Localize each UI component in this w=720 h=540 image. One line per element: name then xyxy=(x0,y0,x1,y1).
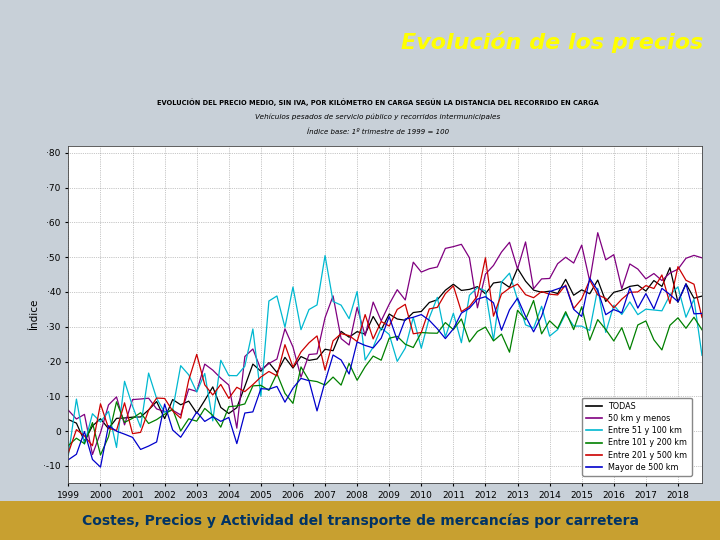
TODAS xyxy=(353,328,361,335)
Entre 101 y 200 km xyxy=(642,318,650,324)
Entre 101 y 200 km xyxy=(457,316,466,322)
Mayor de 500 km xyxy=(457,310,466,316)
Text: Evolución de los precios: Evolución de los precios xyxy=(401,32,703,53)
Line: TODAS: TODAS xyxy=(68,268,702,441)
Entre 201 y 500 km xyxy=(345,332,354,339)
Text: Vehículos pesados de servicio público y recorridos intermunicipales: Vehículos pesados de servicio público y … xyxy=(256,114,500,120)
Entre 51 y 100 km xyxy=(449,310,458,316)
50 km y menos xyxy=(353,304,361,310)
Mayor de 500 km xyxy=(585,275,594,281)
Entre 51 y 100 km xyxy=(320,252,329,259)
Line: Entre 101 y 200 km: Entre 101 y 200 km xyxy=(68,300,702,455)
Entre 201 y 500 km xyxy=(481,254,490,261)
Entre 101 y 200 km xyxy=(353,377,361,383)
TODAS xyxy=(80,438,89,444)
Legend: TODAS, 50 km y menos, Entre 51 y 100 km, Entre 101 y 200 km, Entre 201 y 500 km,: TODAS, 50 km y menos, Entre 51 y 100 km,… xyxy=(582,398,692,476)
Entre 201 y 500 km xyxy=(64,450,73,456)
Entre 101 y 200 km xyxy=(481,324,490,330)
Mayor de 500 km xyxy=(481,293,490,300)
Entre 101 y 200 km xyxy=(505,349,514,355)
TODAS xyxy=(457,287,466,294)
Entre 51 y 100 km xyxy=(64,452,73,458)
50 km y menos xyxy=(505,239,514,246)
50 km y menos xyxy=(698,255,706,261)
TODAS xyxy=(505,284,514,291)
Entre 51 y 100 km xyxy=(698,352,706,359)
Entre 101 y 200 km xyxy=(96,452,105,458)
Mayor de 500 km xyxy=(64,456,73,463)
50 km y menos xyxy=(593,230,602,236)
50 km y menos xyxy=(64,407,73,414)
Mayor de 500 km xyxy=(642,291,650,297)
Mayor de 500 km xyxy=(698,310,706,316)
Mayor de 500 km xyxy=(96,464,105,470)
TODAS xyxy=(64,416,73,423)
Entre 51 y 100 km xyxy=(634,312,642,318)
Entre 201 y 500 km xyxy=(505,285,514,292)
TODAS xyxy=(481,291,490,297)
Text: Índice base: 1º trimestre de 1999 = 100: Índice base: 1º trimestre de 1999 = 100 xyxy=(307,129,449,135)
TODAS xyxy=(449,281,458,287)
50 km y menos xyxy=(481,271,490,278)
Entre 101 y 200 km xyxy=(449,326,458,333)
Entre 101 y 200 km xyxy=(529,297,538,303)
Entre 101 y 200 km xyxy=(698,327,706,333)
50 km y menos xyxy=(88,451,96,458)
TODAS xyxy=(665,265,674,271)
Entre 201 y 500 km xyxy=(473,293,482,299)
Entre 201 y 500 km xyxy=(449,282,458,289)
Entre 101 y 200 km xyxy=(64,442,73,449)
Y-axis label: Índice: Índice xyxy=(29,299,39,330)
TODAS xyxy=(634,282,642,288)
Text: EVOLUCIÓN DEL PRECIO MEDIO, SIN IVA, POR KILÓMETRO EN CARGA SEGÚN LA DISTANCIA D: EVOLUCIÓN DEL PRECIO MEDIO, SIN IVA, POR… xyxy=(157,99,599,106)
Line: Mayor de 500 km: Mayor de 500 km xyxy=(68,278,702,467)
50 km y menos xyxy=(642,275,650,282)
TODAS xyxy=(698,293,706,299)
Text: Costes, Precios y Actividad del transporte de mercancías por carretera: Costes, Precios y Actividad del transpor… xyxy=(81,514,639,528)
Line: 50 km y menos: 50 km y menos xyxy=(68,233,702,455)
50 km y menos xyxy=(457,241,466,247)
50 km y menos xyxy=(449,244,458,250)
Line: Entre 51 y 100 km: Entre 51 y 100 km xyxy=(68,255,702,455)
Entre 201 y 500 km xyxy=(441,291,450,297)
Entre 201 y 500 km xyxy=(634,289,642,295)
Mayor de 500 km xyxy=(353,339,361,345)
Entre 51 y 100 km xyxy=(457,340,466,346)
Line: Entre 201 y 500 km: Entre 201 y 500 km xyxy=(68,258,702,453)
Mayor de 500 km xyxy=(449,326,458,332)
Entre 51 y 100 km xyxy=(505,270,514,276)
Entre 51 y 100 km xyxy=(481,288,490,294)
Entre 201 y 500 km xyxy=(698,314,706,321)
Entre 51 y 100 km xyxy=(353,288,361,295)
Mayor de 500 km xyxy=(505,307,514,313)
